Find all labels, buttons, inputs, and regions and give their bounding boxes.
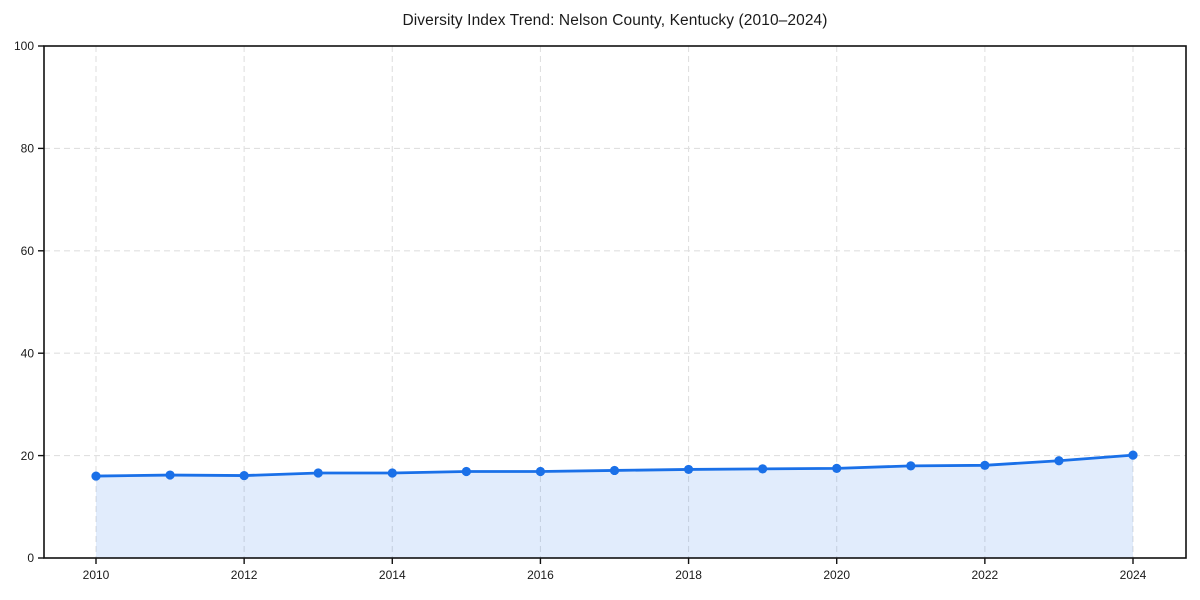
data-point-2020 bbox=[832, 463, 842, 473]
chart-title: Diversity Index Trend: Nelson County, Ke… bbox=[402, 12, 828, 29]
data-point-2016 bbox=[535, 466, 546, 477]
data-point-2015 bbox=[461, 466, 471, 477]
data-point-2010 bbox=[91, 471, 101, 481]
data-point-2024 bbox=[1128, 450, 1138, 460]
data-point-2019 bbox=[758, 464, 768, 474]
y-tick-label: 20 bbox=[21, 449, 35, 463]
data-point-2012 bbox=[239, 470, 249, 481]
x-tick-label: 2018 bbox=[675, 568, 702, 582]
x-tick-label: 2014 bbox=[379, 568, 406, 582]
data-point-2021 bbox=[906, 461, 916, 471]
x-tick-label: 2020 bbox=[823, 568, 850, 582]
data-point-2011 bbox=[165, 470, 175, 480]
x-tick-label: 2024 bbox=[1120, 568, 1147, 582]
data-point-2014 bbox=[387, 468, 397, 478]
data-point-2018 bbox=[683, 464, 694, 475]
y-tick-label: 100 bbox=[14, 39, 34, 53]
area-fill bbox=[96, 455, 1133, 558]
y-tick-label: 60 bbox=[21, 244, 35, 258]
y-tick-label: 0 bbox=[27, 551, 34, 565]
x-tick-label: 2022 bbox=[972, 568, 999, 582]
x-tick-label: 2010 bbox=[83, 568, 110, 582]
data-point-2023 bbox=[1054, 456, 1064, 466]
data-point-2022 bbox=[980, 460, 990, 470]
plot-border bbox=[43, 45, 1187, 559]
x-tick-label: 2016 bbox=[527, 568, 554, 582]
x-tick-label: 2012 bbox=[231, 568, 258, 582]
y-tick-label: 80 bbox=[21, 142, 35, 156]
y-tick-label: 40 bbox=[21, 346, 35, 360]
data-point-2013 bbox=[313, 468, 323, 478]
data-point-2017 bbox=[609, 465, 620, 476]
